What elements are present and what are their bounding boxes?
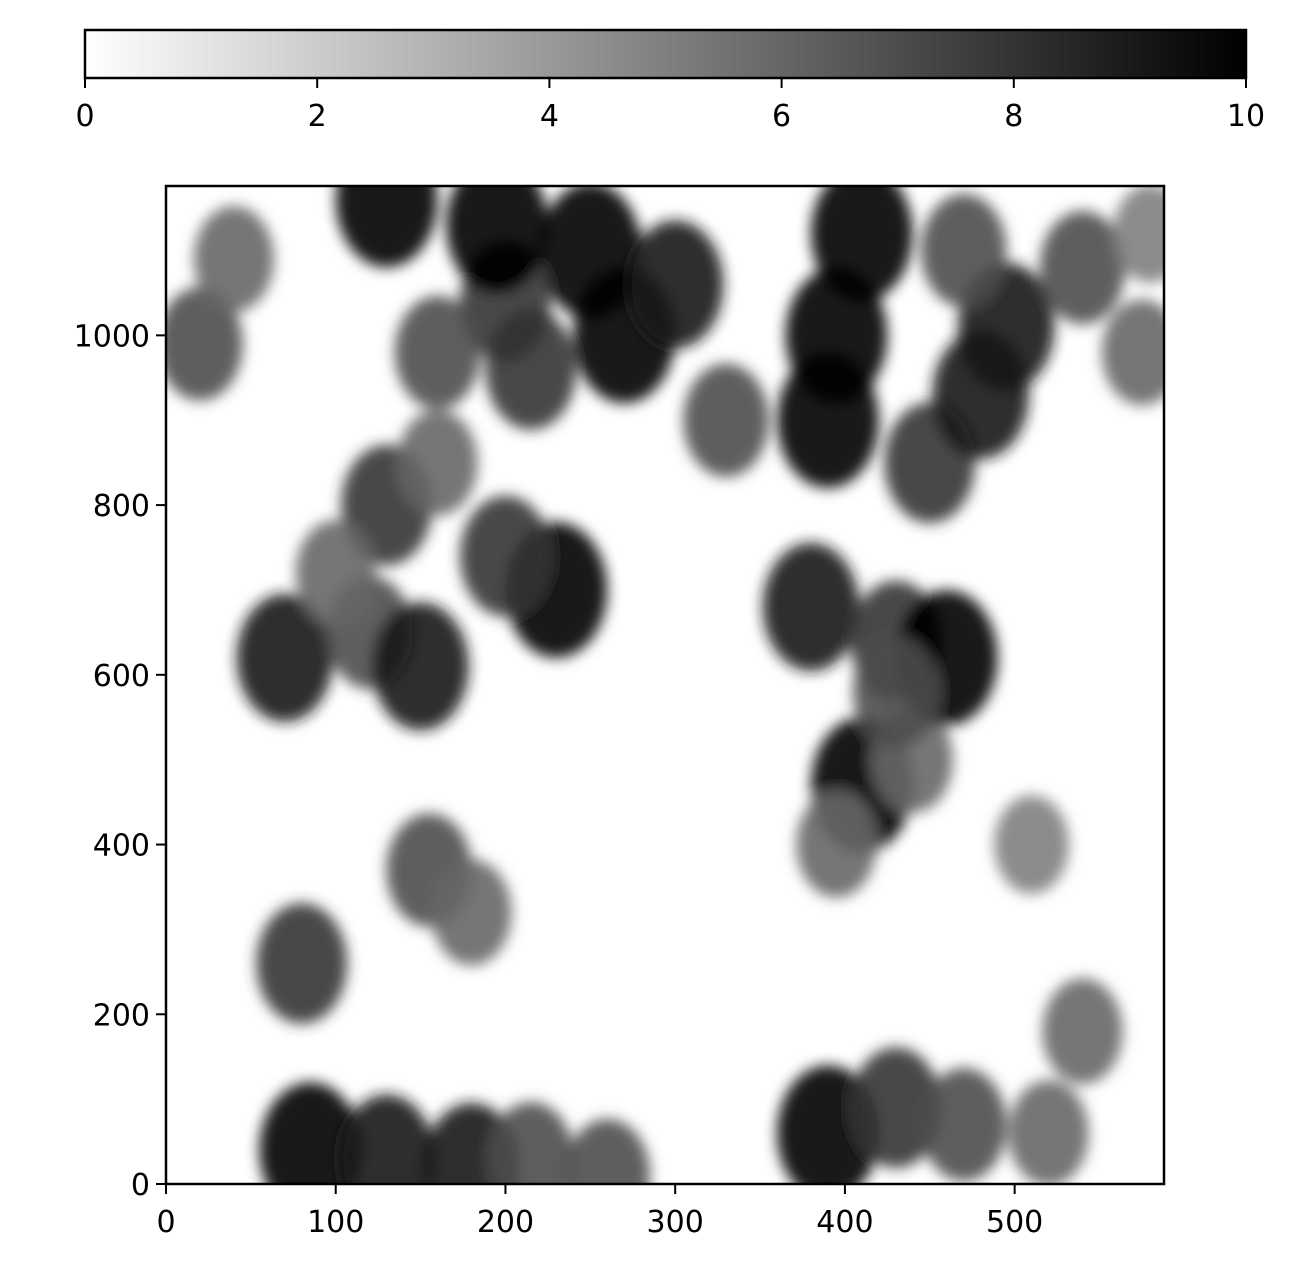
- heatmap-cell: [539, 186, 642, 319]
- heatmap-cell: [994, 795, 1069, 894]
- heatmap-cell: [564, 1118, 651, 1184]
- x-tick-label: 500: [986, 1205, 1043, 1240]
- heatmap-cell: [920, 1067, 1007, 1182]
- x-tick-label: 0: [156, 1205, 175, 1240]
- y-tick-label: 600: [93, 659, 150, 694]
- heatmap-cell: [295, 520, 376, 626]
- heatmap-cell: [1008, 1080, 1089, 1184]
- x-tick-label: 200: [477, 1205, 534, 1240]
- heatmap-cell: [459, 495, 551, 617]
- heatmap-field: [166, 186, 1164, 1184]
- heatmap-cell: [236, 593, 334, 723]
- x-tick-label: 100: [307, 1205, 364, 1240]
- heatmap-cell: [920, 193, 1007, 308]
- colorbar-tick-label: 4: [540, 99, 559, 134]
- heatmap-cell: [394, 295, 481, 410]
- y-axis: 0 200 400 600 800 1000: [74, 319, 166, 1203]
- heatmap-cell: [850, 1047, 942, 1169]
- heatmap-cell: [810, 186, 913, 302]
- colorbar-tick-label: 6: [772, 99, 791, 134]
- heatmap-cell: [1101, 299, 1164, 406]
- y-tick-label: 1000: [74, 319, 150, 354]
- heatmap-cell: [335, 186, 438, 268]
- plot-frame: [164, 184, 1166, 1186]
- plot-area: 0 100 200 300 400 500 0 200 400 600 800 1000: [74, 184, 1166, 1240]
- colorbar-tick-label: 2: [308, 99, 327, 134]
- colorbar-ticks: 0 2 4 6 8 10: [75, 78, 1265, 134]
- x-tick-label: 300: [647, 1205, 704, 1240]
- heatmap-cell: [626, 220, 724, 349]
- colorbar-tick-label: 8: [1004, 99, 1023, 134]
- heatmap-cell: [256, 902, 348, 1024]
- heatmap-cell: [338, 1094, 435, 1184]
- heatmap-cell: [488, 1101, 574, 1184]
- y-tick-label: 800: [93, 489, 150, 524]
- heatmap-cell: [796, 791, 877, 898]
- heatmap-cell: [446, 186, 548, 293]
- y-tick-label: 0: [131, 1168, 150, 1203]
- heatmap-cell: [485, 308, 577, 430]
- heatmap-cell: [853, 635, 939, 749]
- colorbar-tick-label: 10: [1227, 99, 1265, 134]
- heatmap-cell: [1042, 978, 1123, 1085]
- x-tick-label: 400: [816, 1205, 873, 1240]
- colorbar-gradient: [83, 28, 1248, 80]
- heatmap-cell: [397, 409, 478, 516]
- heatmap-cell: [372, 602, 469, 731]
- heatmap-cell: [193, 206, 274, 312]
- y-tick-label: 400: [93, 829, 150, 864]
- heatmap-cell: [259, 1082, 362, 1184]
- heatmap-cell: [431, 859, 512, 966]
- heatmap-cell: [1113, 186, 1164, 283]
- heatmap-cell: [1039, 210, 1126, 325]
- y-tick-label: 200: [93, 998, 150, 1033]
- heatmap-cell: [683, 363, 769, 477]
- colorbar-tick-label: 0: [75, 99, 94, 134]
- heatmap-cell: [762, 542, 860, 672]
- colorbar: 0 2 4 6 8 10: [75, 28, 1265, 134]
- heatmap-cell: [166, 287, 243, 401]
- x-axis: 0 100 200 300 400 500: [156, 1184, 1043, 1240]
